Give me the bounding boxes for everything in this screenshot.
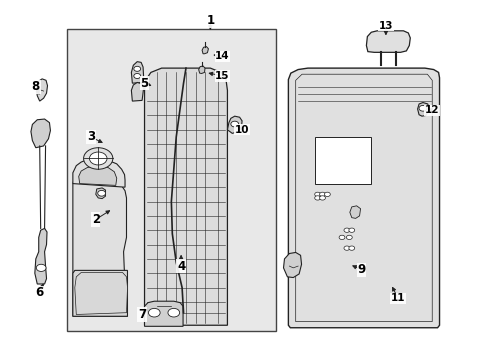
Circle shape xyxy=(89,152,107,165)
Polygon shape xyxy=(227,116,242,134)
Polygon shape xyxy=(73,158,125,187)
Circle shape xyxy=(314,192,320,197)
Polygon shape xyxy=(131,82,143,101)
Text: 14: 14 xyxy=(215,51,229,61)
Circle shape xyxy=(36,264,46,271)
Circle shape xyxy=(348,246,354,250)
Circle shape xyxy=(98,190,105,196)
Circle shape xyxy=(343,246,349,250)
Circle shape xyxy=(346,235,351,239)
Circle shape xyxy=(418,105,426,111)
Circle shape xyxy=(134,66,141,71)
Circle shape xyxy=(314,196,320,200)
Text: 11: 11 xyxy=(390,293,405,303)
Polygon shape xyxy=(75,273,127,315)
Bar xyxy=(66,30,276,330)
Polygon shape xyxy=(349,206,360,219)
Polygon shape xyxy=(366,31,409,52)
Polygon shape xyxy=(198,66,204,73)
Polygon shape xyxy=(79,166,117,185)
Text: 1: 1 xyxy=(206,14,214,27)
Circle shape xyxy=(338,235,344,239)
Circle shape xyxy=(319,196,325,200)
Polygon shape xyxy=(131,62,143,83)
Circle shape xyxy=(134,73,141,78)
Polygon shape xyxy=(202,46,208,54)
Text: 4: 4 xyxy=(177,260,185,273)
Text: 9: 9 xyxy=(357,263,365,276)
Circle shape xyxy=(319,192,325,197)
Text: 2: 2 xyxy=(92,213,100,226)
Circle shape xyxy=(230,121,238,127)
Polygon shape xyxy=(73,162,127,316)
Polygon shape xyxy=(96,188,105,199)
Text: 12: 12 xyxy=(424,105,439,115)
Text: 6: 6 xyxy=(36,287,44,300)
Circle shape xyxy=(343,228,349,232)
Polygon shape xyxy=(417,103,428,116)
Circle shape xyxy=(148,309,160,317)
Polygon shape xyxy=(73,270,127,316)
Text: 13: 13 xyxy=(378,21,392,31)
Polygon shape xyxy=(144,68,227,325)
Circle shape xyxy=(167,309,179,317)
Polygon shape xyxy=(31,119,50,148)
Text: 7: 7 xyxy=(138,308,146,321)
Text: 15: 15 xyxy=(215,71,229,81)
Circle shape xyxy=(83,148,113,169)
Text: 5: 5 xyxy=(140,77,148,90)
Polygon shape xyxy=(35,228,47,284)
Text: 3: 3 xyxy=(87,130,95,144)
Text: 8: 8 xyxy=(32,80,40,93)
Circle shape xyxy=(324,192,330,197)
Polygon shape xyxy=(288,68,439,328)
Polygon shape xyxy=(36,79,47,101)
Circle shape xyxy=(348,228,354,232)
Polygon shape xyxy=(144,301,183,326)
Polygon shape xyxy=(283,252,301,278)
Bar xyxy=(315,137,370,184)
Text: 10: 10 xyxy=(234,125,249,135)
